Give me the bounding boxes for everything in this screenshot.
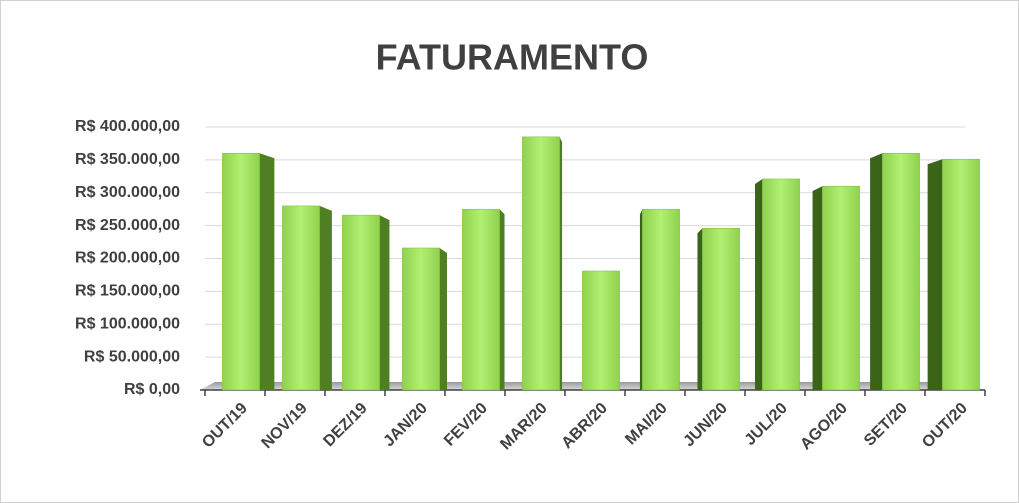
bar (582, 270, 620, 391)
y-tick-label: R$ 200.000,00 (75, 250, 180, 267)
bar (462, 208, 500, 391)
bar (642, 208, 680, 391)
y-tick-label: R$ 0,00 (124, 381, 180, 398)
y-tick-label: R$ 300.000,00 (75, 184, 180, 201)
y-tick-label: R$ 100.000,00 (75, 315, 180, 332)
bar-side (697, 228, 703, 390)
bar-side (499, 209, 505, 390)
bar (942, 158, 980, 391)
bar-side (259, 153, 275, 390)
bar (402, 247, 440, 391)
bar-side (639, 209, 643, 390)
bar (762, 178, 800, 391)
bar-side (812, 186, 823, 390)
bar (342, 214, 380, 391)
bar (222, 153, 260, 391)
y-tick-label: R$ 250.000,00 (75, 217, 180, 234)
bar (882, 153, 920, 391)
bar (282, 205, 320, 391)
bar (702, 228, 740, 391)
bar-side (559, 136, 563, 390)
bar (522, 136, 560, 391)
y-tick-label: R$ 350.000,00 (75, 151, 180, 168)
bar-side (927, 159, 943, 390)
bar (822, 185, 860, 391)
y-tick-label: R$ 150.000,00 (75, 283, 180, 300)
y-tick-label: R$ 50.000,00 (84, 348, 180, 365)
y-tick-label: R$ 400.000,00 (75, 118, 180, 135)
bar-side (755, 178, 763, 390)
bar-side (319, 205, 332, 390)
bar-side (439, 247, 447, 390)
bar-side (379, 215, 390, 390)
chart-title: FATURAMENTO (376, 37, 649, 78)
bar-side (870, 153, 883, 390)
